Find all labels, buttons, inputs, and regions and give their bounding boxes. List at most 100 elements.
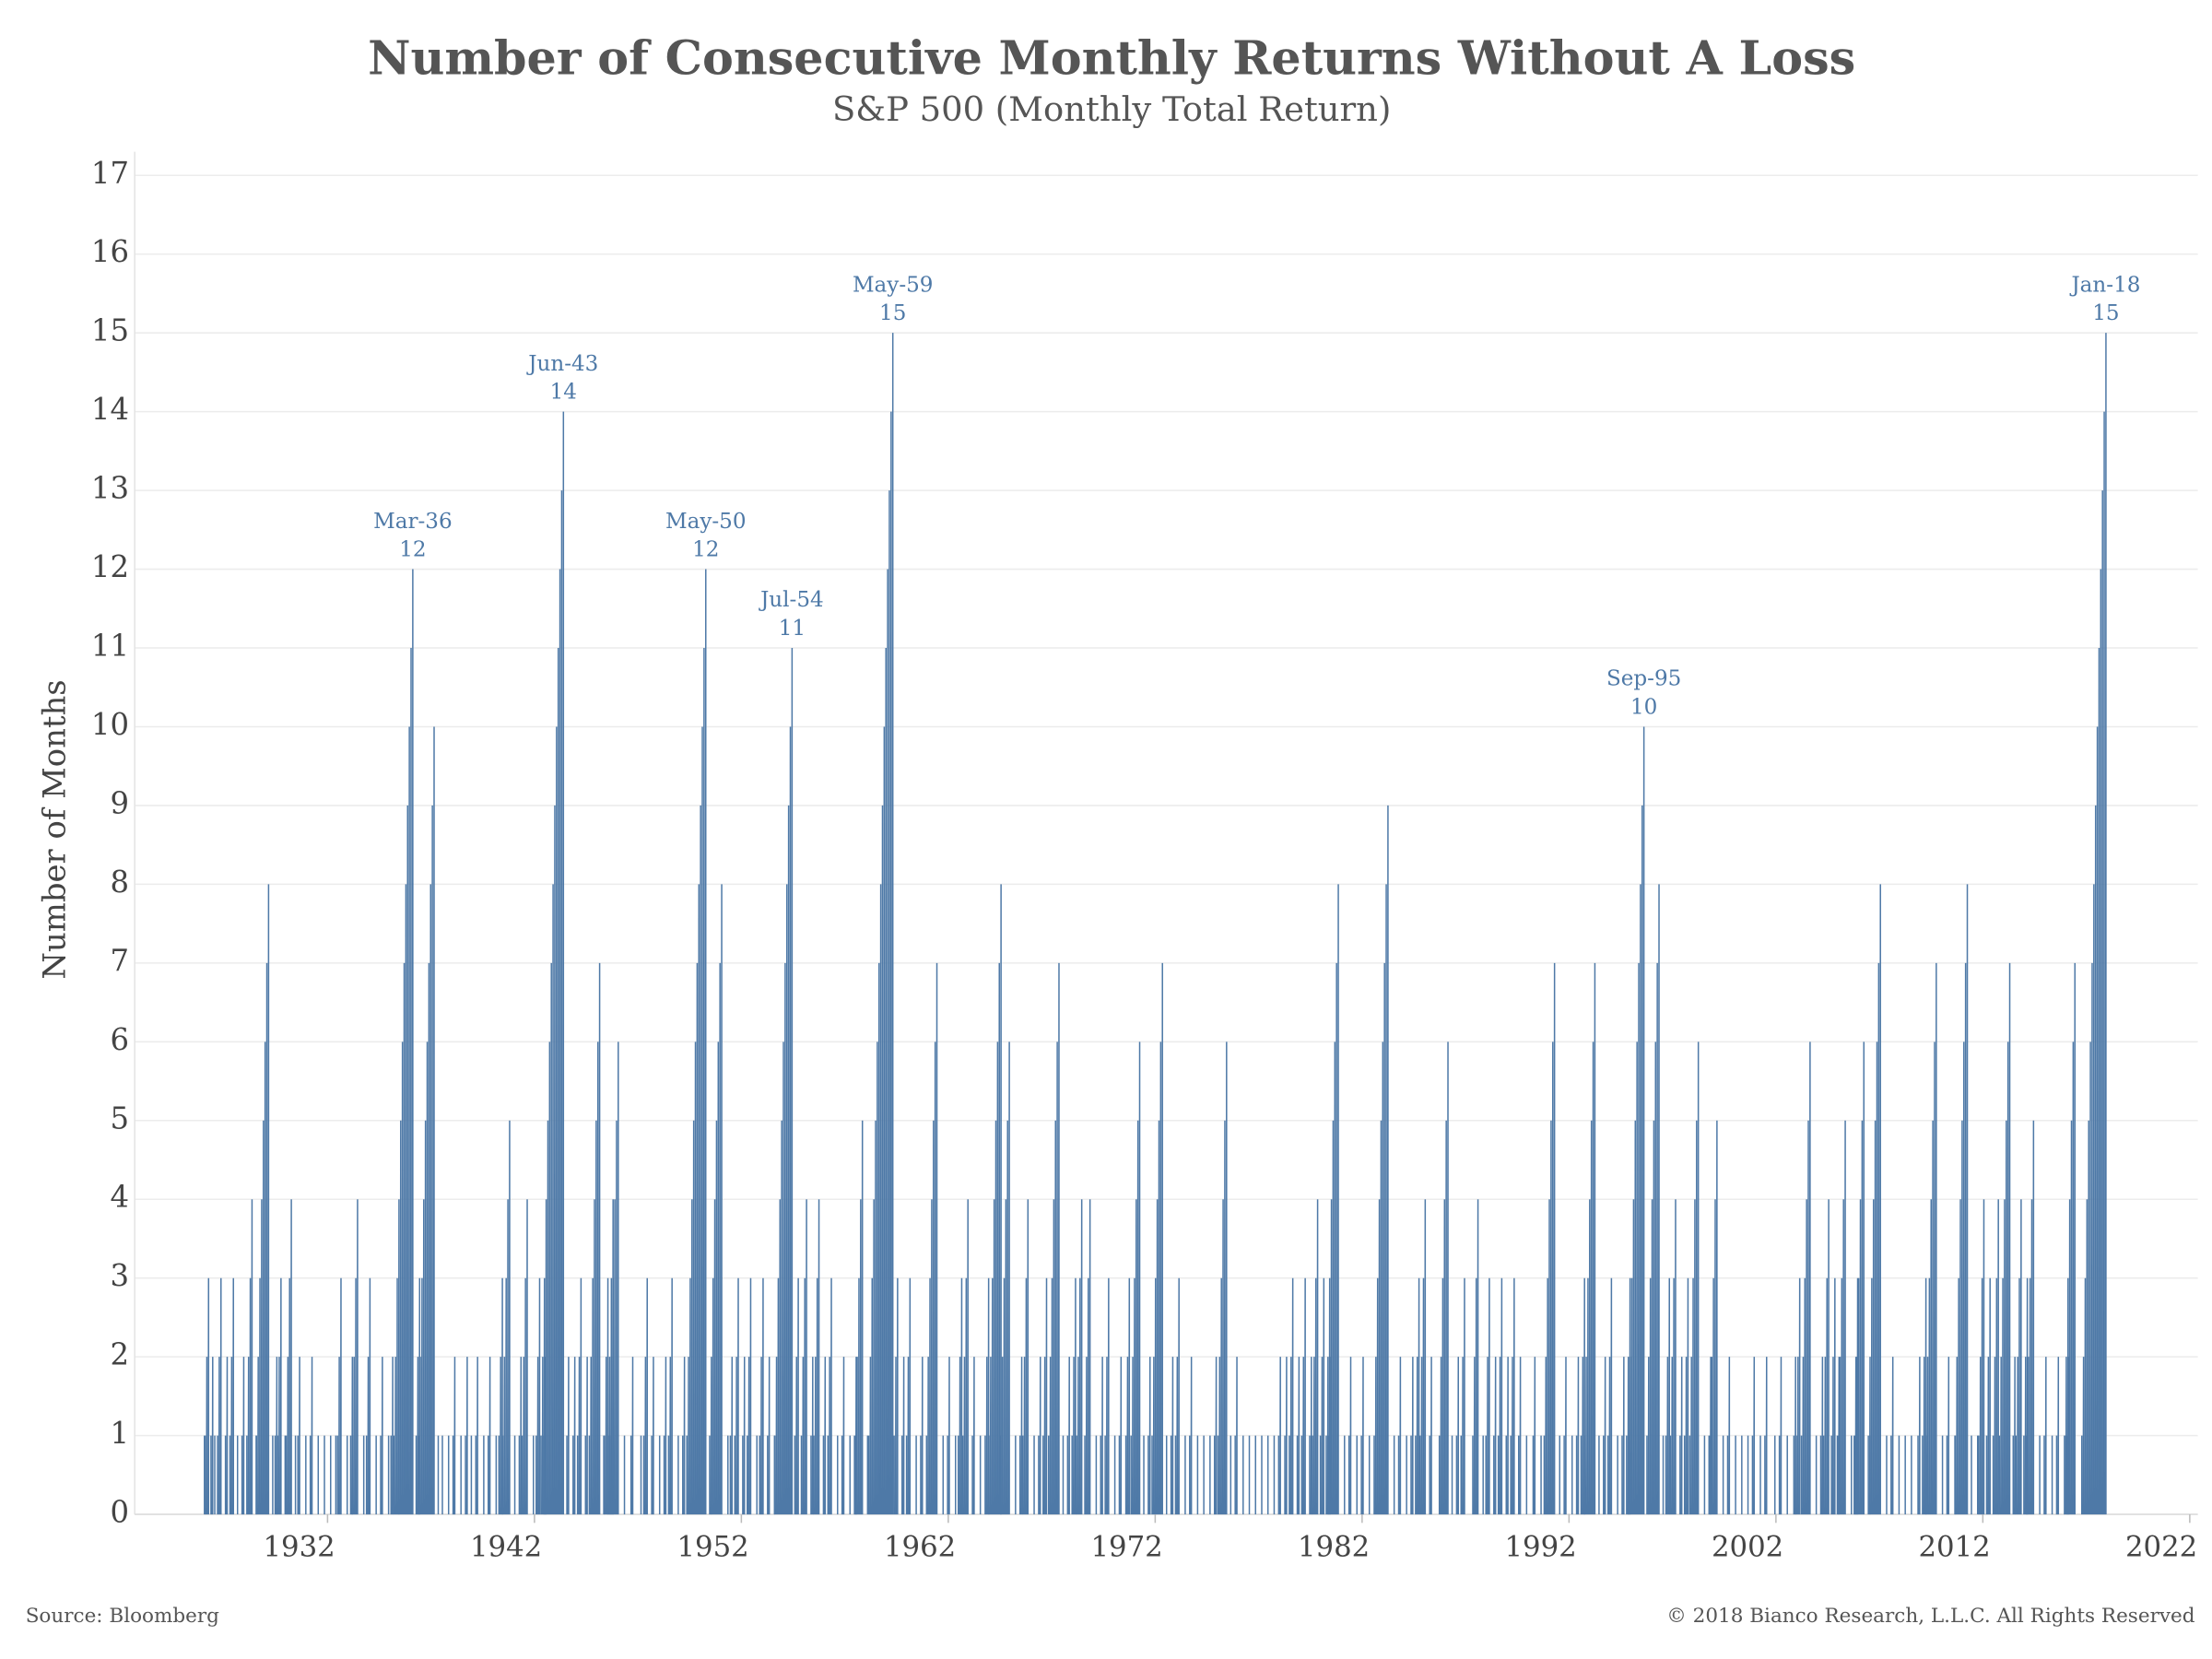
bar [942,1435,945,1515]
y-tick-label: 2 [110,1337,129,1372]
bar [1415,1277,1420,1515]
annotation-value: 14 [550,381,577,405]
annotation-date: May-50 [665,510,747,534]
bar [1904,1435,1906,1515]
bar [954,1435,957,1515]
bar [746,1277,752,1515]
bar [756,1435,758,1515]
x-tick-label: 1952 [677,1530,748,1563]
bar [229,1277,234,1515]
bar [1460,1277,1465,1515]
bar [1048,962,1060,1515]
bar [1234,1357,1238,1515]
annotation-value: 11 [779,617,806,641]
bar [727,1435,729,1515]
bar [1540,1435,1542,1515]
bar [1764,1357,1768,1515]
bar [441,1435,443,1515]
bar [1559,1435,1561,1515]
bar [1751,1357,1756,1515]
bar [210,1357,214,1515]
bar [1429,1357,1432,1515]
bar [1277,1357,1281,1515]
bar [947,1357,950,1515]
y-tick-label: 12 [91,549,129,584]
bar [1911,1435,1912,1515]
copyright: © 2018 Bianco Research, L.L.C. All Right… [1666,1605,2194,1628]
bar [1525,1435,1528,1515]
bar [1985,1277,1991,1515]
y-tick-label: 0 [110,1495,129,1530]
bar [1722,1435,1724,1515]
bar [1418,1199,1427,1515]
bar [1344,1435,1346,1515]
bar [1628,726,1645,1515]
annotation-value: 15 [2092,301,2119,325]
bar [1485,1277,1490,1515]
bar [1851,1435,1853,1515]
bar [1493,1357,1497,1515]
bar [1261,1435,1263,1515]
bar [841,1357,845,1515]
bar [584,1357,588,1515]
bar [1532,1357,1536,1515]
y-tick-label: 13 [91,471,129,506]
bar [1319,1277,1325,1515]
bar [521,1199,528,1515]
bar [294,1435,297,1515]
annotation-date: Sep-95 [1606,667,1681,691]
bar [1837,1120,1846,1515]
bar [309,1357,313,1515]
bar [2055,1357,2060,1515]
bar [1312,1199,1319,1515]
bar [1300,1277,1306,1515]
bar [1946,1357,1950,1515]
bar [487,1357,491,1515]
bar [1143,1435,1145,1515]
y-tick-label: 6 [110,1022,129,1057]
bar [1288,1277,1294,1515]
bar [1543,962,1556,1515]
bar [827,1277,832,1515]
bar [1886,1435,1888,1515]
bar [1778,1357,1783,1515]
bar [1038,1357,1041,1515]
bar [336,1277,342,1515]
bar [1709,1120,1718,1515]
bar [1451,1435,1453,1515]
y-tick-label: 5 [110,1100,129,1135]
bar [642,1277,648,1515]
bar [1669,1199,1677,1515]
bar [1759,1435,1761,1515]
y-tick-label: 8 [110,865,129,900]
bar [518,1357,523,1515]
chart-title: Number of Consecutive Monthly Returns Wi… [368,30,1855,86]
bar [794,1277,799,1515]
bar [1217,1041,1228,1515]
bar [1254,1435,1257,1515]
bar [351,1199,359,1515]
bar [677,1435,679,1515]
bar [1898,1435,1900,1515]
bar [330,1435,332,1515]
bar [667,1277,673,1515]
bar [629,1357,634,1515]
bar [1071,1277,1077,1515]
bar [2026,1120,2035,1515]
bar [576,1277,582,1515]
bar [1147,1357,1151,1515]
bar [1606,1277,1613,1515]
bar [437,1435,440,1515]
y-tick-label: 14 [91,392,129,427]
bars [204,333,2107,1515]
bar [452,1357,456,1515]
annotation-date: Jun-43 [526,352,598,376]
bar [362,1435,365,1515]
bar [866,1435,869,1515]
bar [483,1435,485,1515]
bar [1822,1199,1830,1515]
bar [588,962,601,1515]
bar [1815,1435,1818,1515]
x-tick-label: 2002 [1712,1530,1783,1563]
bar [572,1357,576,1515]
